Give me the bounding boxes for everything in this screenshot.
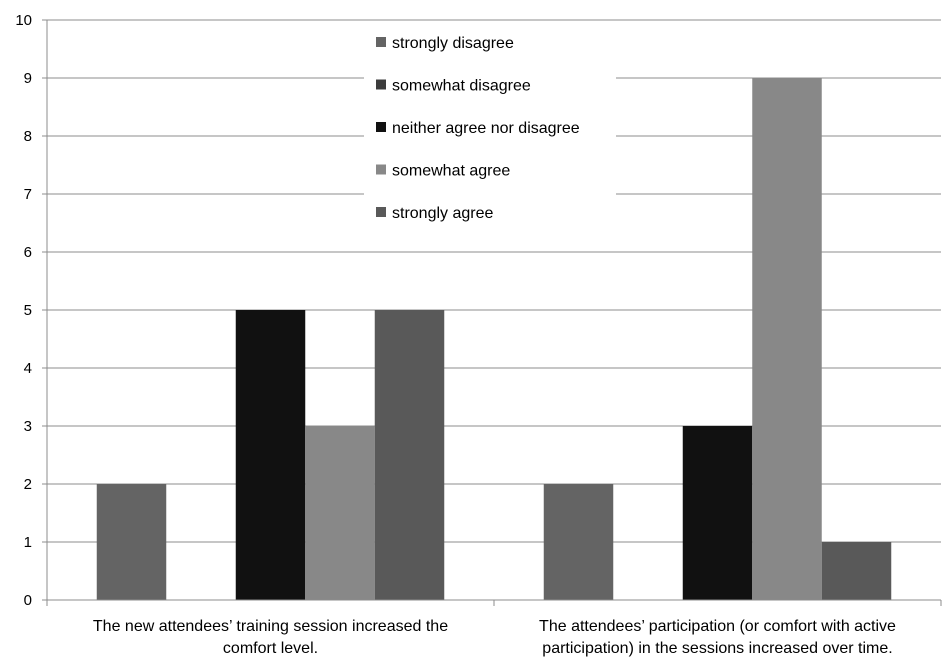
y-tick-labels: 0 1 2 3 4 5 6 7 8 9 10 xyxy=(15,12,32,609)
y-tick-label: 5 xyxy=(24,302,32,319)
legend-swatch xyxy=(376,79,386,90)
y-tick-label: 6 xyxy=(24,244,32,261)
category-label: The new attendees’ training session incr… xyxy=(93,618,448,635)
y-tick-label: 3 xyxy=(24,418,32,435)
legend-swatch xyxy=(376,37,386,47)
axes xyxy=(42,19,942,606)
bar-somewhat-agree-cat2 xyxy=(752,78,822,600)
y-tick-label: 7 xyxy=(24,186,32,203)
legend: strongly disagree somewhat disagree neithe… xyxy=(364,22,616,240)
bars xyxy=(96,78,892,600)
legend-swatch xyxy=(376,164,386,175)
bar-somewhat-agree-cat1 xyxy=(305,426,375,600)
legend-label: strongly agree xyxy=(392,205,493,222)
legend-label: neither agree nor disagree xyxy=(392,120,580,137)
legend-box xyxy=(364,22,616,240)
y-tick-label: 9 xyxy=(24,70,32,87)
y-tick-label: 1 xyxy=(24,534,32,551)
legend-label: strongly disagree xyxy=(392,35,514,52)
y-tick-label: 2 xyxy=(24,476,32,493)
category-label: The attendees’ participation (or comfort… xyxy=(539,618,896,635)
category-label: participation) in the sessions increased… xyxy=(542,640,892,657)
legend-label: somewhat disagree xyxy=(392,78,531,95)
legend-label: somewhat agree xyxy=(392,163,510,180)
y-tick-label: 10 xyxy=(15,12,32,29)
bar-neither-agree-nor-disagree-cat2 xyxy=(682,426,753,600)
bar-strongly-agree-cat1 xyxy=(374,310,445,600)
category-label: comfort level. xyxy=(223,640,318,657)
y-tick-label: 0 xyxy=(24,592,32,609)
y-tick-label: 8 xyxy=(24,128,32,145)
category-labels: The new attendees’ training session incr… xyxy=(93,618,896,657)
legend-swatch xyxy=(376,122,386,132)
bar-strongly-agree-cat2 xyxy=(821,542,892,600)
bar-strongly-disagree-cat2 xyxy=(543,484,614,600)
legend-swatch xyxy=(376,207,386,217)
bar-strongly-disagree-cat1 xyxy=(96,484,167,600)
bar-neither-agree-nor-disagree-cat1 xyxy=(235,310,306,600)
y-tick-label: 4 xyxy=(24,360,32,377)
